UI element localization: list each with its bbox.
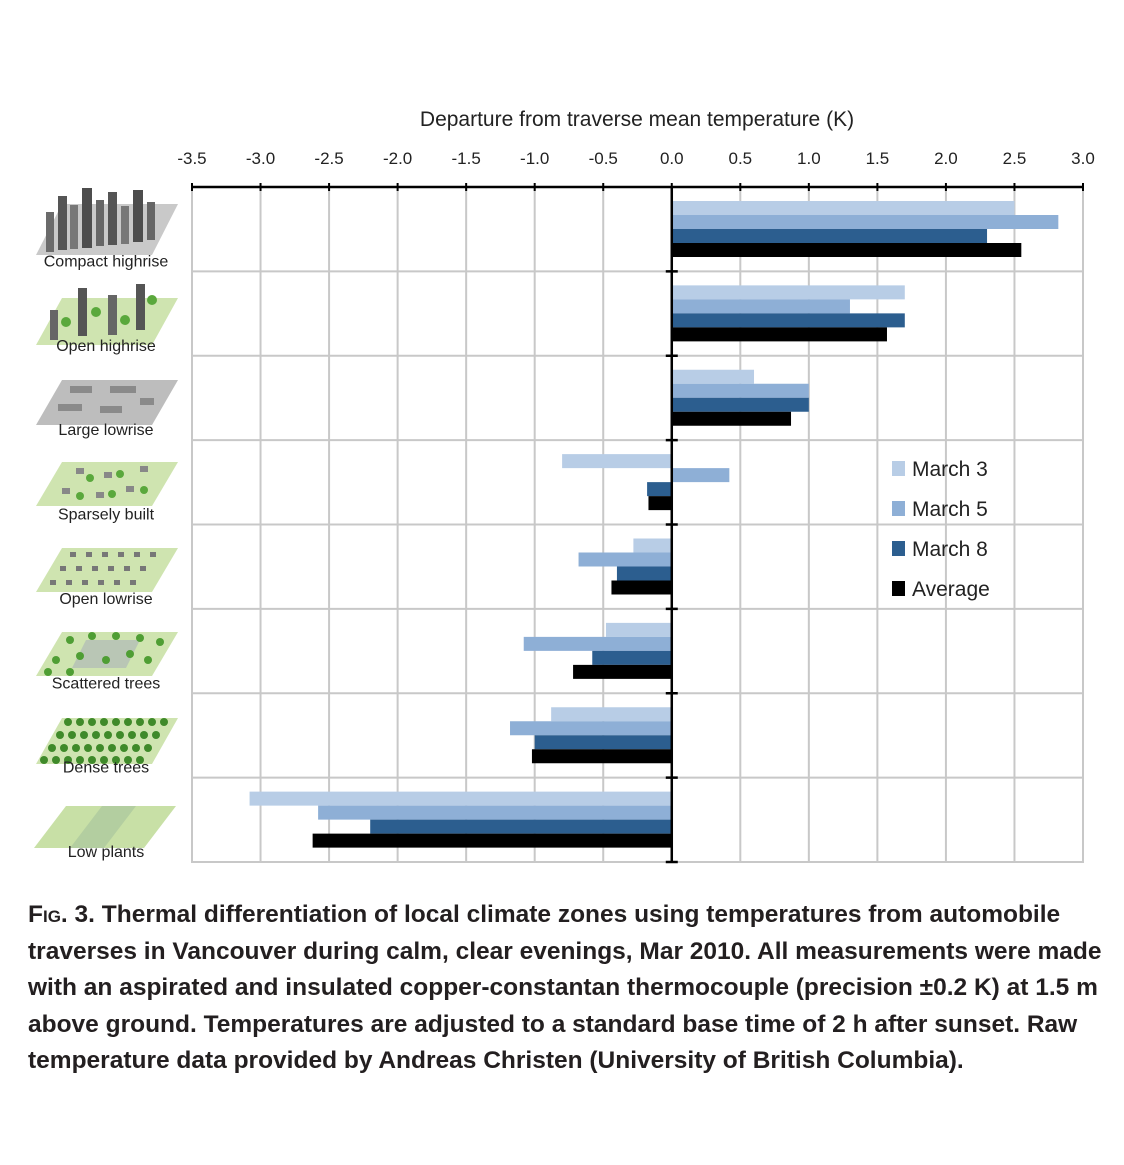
bar-average [648, 496, 672, 511]
zone-illustrations [34, 188, 178, 848]
bar-march-8 [534, 735, 672, 750]
x-tick-label: 2.5 [1003, 149, 1027, 168]
bar-march-8 [671, 313, 905, 328]
bar-march-5 [671, 468, 730, 483]
bar-march-3 [633, 538, 672, 553]
bar-march-3 [671, 201, 1015, 215]
x-tick-label: 2.0 [934, 149, 958, 168]
x-tick-label: -2.0 [383, 149, 412, 168]
legend-swatch-march-5 [892, 501, 905, 516]
grid-lines [191, 186, 1084, 863]
category-label: Compact highrise [44, 253, 169, 270]
category-label: Low plants [68, 844, 145, 861]
bar-average [671, 243, 1022, 257]
bar-march-5 [523, 636, 672, 651]
category-label: Large lowrise [58, 422, 153, 439]
category-label: Open lowrise [59, 591, 152, 608]
bar-average [531, 749, 672, 764]
category-label: Dense trees [63, 760, 149, 777]
bar-march-8 [671, 229, 988, 243]
legend-swatch-march-8 [892, 541, 905, 556]
bar-average [573, 664, 672, 679]
thermal-departure-bar-chart: Departure from traverse mean temperature… [34, 108, 1095, 864]
low-plants-icon [34, 806, 176, 848]
x-tick-label: 1.0 [797, 149, 821, 168]
x-tick-label: 1.5 [866, 149, 890, 168]
category-label: Scattered trees [52, 675, 161, 692]
x-tick-label: -0.5 [589, 149, 618, 168]
bar-march-5 [510, 721, 672, 736]
x-tick-label: -3.5 [177, 149, 206, 168]
bar-march-5 [671, 383, 809, 398]
legend-label-march-5: March 5 [912, 498, 988, 521]
bar-march-5 [318, 805, 672, 820]
legend-item-march-3: March 3 [892, 458, 988, 481]
figure-label: Fig. 3. [28, 901, 95, 928]
bar-average [671, 411, 792, 426]
axes [191, 183, 1084, 864]
sparsely-built-icon [36, 462, 178, 506]
bar-average [611, 580, 672, 595]
open-lowrise-icon [36, 548, 178, 592]
x-tick-label: -3.0 [246, 149, 275, 168]
legend-swatch-march-3 [892, 461, 905, 476]
bar-march-3 [551, 707, 672, 722]
x-tick-label: 3.0 [1071, 149, 1095, 168]
bar-march-8 [592, 650, 672, 665]
bar-average [312, 833, 672, 848]
x-tick-label: -1.5 [452, 149, 481, 168]
open-highrise-icon [36, 284, 178, 345]
bar-march-8 [671, 397, 809, 412]
caption-text: Thermal differentiation of local climate… [28, 901, 1102, 1074]
legend-label-march-3: March 3 [912, 458, 988, 481]
bar-average [671, 327, 887, 342]
bar-march-8 [370, 819, 672, 834]
legend-item-march-5: March 5 [892, 498, 988, 521]
legend-item-average: Average [892, 578, 990, 601]
category-label: Sparsely built [58, 507, 155, 524]
large-lowrise-icon [36, 380, 178, 425]
bar-march-5 [578, 552, 672, 567]
bar-march-3 [605, 622, 672, 637]
legend-label-average: Average [912, 578, 990, 601]
category-labels: Compact highrise Open highrise Large lowri… [44, 253, 169, 861]
x-tick-label: 0.0 [660, 149, 684, 168]
bar-march-5 [671, 215, 1059, 229]
bar-march-3 [249, 791, 672, 806]
bar-march-5 [671, 299, 850, 314]
x-tick-labels: -3.5 -3.0 -2.5 -2.0 -1.5 -1.0 -0.5 0.0 0.5 1.0 1.5… [177, 149, 1094, 168]
legend-item-march-8: March 8 [892, 538, 988, 561]
legend-swatch-average [892, 581, 905, 596]
x-tick-label: -2.5 [314, 149, 343, 168]
bars [249, 201, 1059, 848]
scattered-trees-icon [36, 632, 178, 676]
x-axis-title: Departure from traverse mean temperature… [420, 108, 854, 131]
category-label: Open highrise [56, 338, 156, 355]
bar-march-3 [562, 454, 672, 469]
bar-march-8 [616, 566, 672, 581]
legend-label-march-8: March 8 [912, 538, 988, 561]
figure-caption: Fig. 3. Thermal differentiation of local… [28, 897, 1103, 1080]
dense-trees-icon [36, 718, 178, 764]
bar-march-8 [647, 482, 672, 497]
x-tick-label: -1.0 [520, 149, 549, 168]
bar-march-3 [671, 285, 905, 300]
x-tick-label: 0.5 [728, 149, 752, 168]
legend: March 3 March 5 March 8 Average [892, 458, 990, 601]
compact-highrise-icon [36, 188, 178, 255]
bar-march-3 [671, 369, 755, 384]
